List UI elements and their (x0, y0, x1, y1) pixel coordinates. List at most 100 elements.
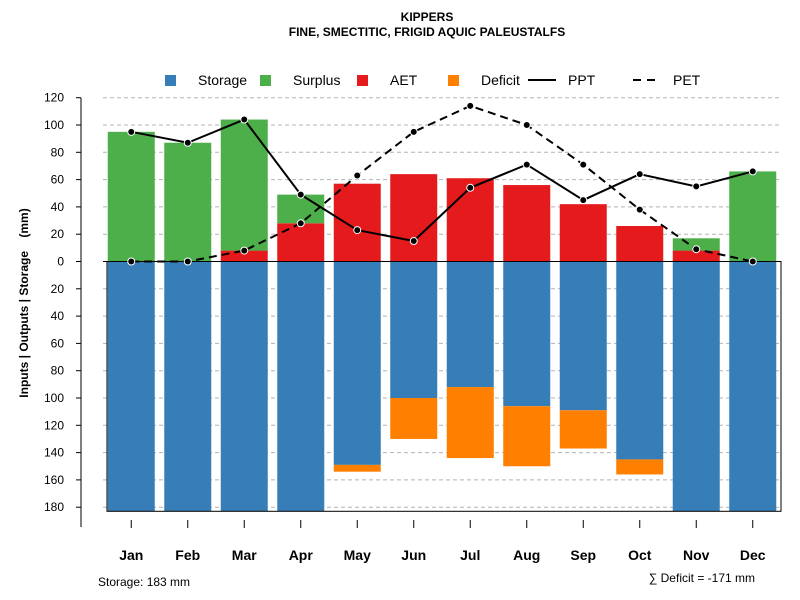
y-tick-label: 80 (51, 145, 65, 159)
aet-bar (559, 204, 607, 262)
aet-bar (277, 223, 325, 262)
x-tick-label: Dec (740, 547, 766, 563)
legend-label: PET (673, 72, 701, 88)
pet-point (409, 127, 418, 136)
storage-note: Storage: 183 mm (98, 575, 190, 589)
x-tick-label: Oct (628, 547, 652, 563)
storage-bar (390, 261, 438, 398)
y-tick-label: 140 (44, 446, 64, 460)
aet-bar (616, 226, 664, 262)
ppt-point (353, 226, 362, 235)
x-tick-label: Feb (175, 547, 200, 563)
ppt-point (748, 167, 757, 176)
surplus-bar (220, 119, 268, 251)
storage-bar (277, 261, 325, 512)
y-tick-label: 100 (44, 118, 64, 132)
aet-bar (503, 185, 551, 262)
surplus-bar (164, 142, 212, 262)
x-tick-label: Nov (683, 547, 710, 563)
pet-point (127, 257, 136, 266)
x-tick-label: Apr (289, 547, 314, 563)
pet-point (748, 257, 757, 266)
ppt-point (296, 190, 305, 199)
deficit-bar (333, 464, 381, 472)
legend-swatch (448, 75, 459, 86)
legend-label: PPT (568, 72, 596, 88)
deficit-note: ∑ Deficit = -171 mm (649, 571, 755, 585)
surplus-bar (729, 171, 777, 262)
deficit-bar (559, 410, 607, 449)
storage-bar (446, 261, 494, 388)
grid-lines (103, 97, 781, 508)
legend-swatch (357, 75, 368, 86)
ppt-point (466, 183, 475, 192)
ppt-point (183, 138, 192, 147)
y-axis-label: Inputs | Outputs | Storage (mm) (17, 208, 31, 397)
aet-bar (390, 174, 438, 262)
y-tick-label: 60 (51, 173, 65, 187)
ppt-point (692, 182, 701, 191)
y-tick-label: 40 (51, 309, 65, 323)
ppt-point (127, 127, 136, 136)
x-tick-label: Jun (401, 547, 426, 563)
legend-label: Storage (198, 72, 247, 88)
aet-bar (220, 250, 268, 262)
x-tick-label: May (344, 547, 371, 563)
pet-point (296, 219, 305, 228)
pet-point (522, 121, 531, 129)
ppt-point (579, 196, 588, 205)
pet-point (353, 171, 362, 180)
storage-bar (559, 261, 607, 411)
x-tick-label: Jan (119, 547, 143, 563)
y-tick-label: 0 (57, 255, 64, 269)
surplus-bar (107, 131, 155, 262)
pet-point (466, 101, 475, 110)
chart-subtitle: FINE, SMECTITIC, FRIGID AQUIC PALEUSTALF… (289, 25, 565, 39)
legend-swatch (260, 75, 271, 86)
aet-bar (333, 183, 381, 262)
y-tick-label: 80 (51, 364, 65, 378)
ppt-point (409, 237, 418, 246)
storage-bar (616, 261, 664, 460)
legend-label: Deficit (481, 72, 520, 88)
ppt-line (131, 118, 754, 243)
series-lines (127, 101, 757, 266)
y-tick-label: 20 (51, 227, 65, 241)
y-tick-label: 40 (51, 200, 65, 214)
y-tick-label: 100 (44, 391, 64, 405)
legend: Storage Surplus AET Deficit PPT PET (165, 72, 701, 88)
x-tick-label: Mar (232, 547, 257, 563)
pet-line (131, 104, 753, 263)
y-tick-label: 180 (44, 500, 64, 514)
pet-point (635, 205, 644, 214)
deficit-bar (503, 406, 551, 467)
bars (106, 119, 782, 512)
pet-point (240, 246, 249, 255)
legend-label: AET (390, 72, 418, 88)
deficit-bar (616, 459, 664, 475)
legend-swatch (165, 75, 176, 86)
ppt-point (240, 115, 249, 124)
axes: 120 100 80 60 40 20 0 20 40 60 80 100 120 140 160 180 Ja… (44, 91, 781, 563)
storage-bar (220, 261, 268, 512)
aet-bar (672, 250, 720, 262)
deficit-bar (390, 398, 438, 439)
storage-bar (729, 261, 777, 512)
pet-point (183, 257, 192, 266)
x-tick-label: Jul (460, 547, 480, 563)
ppt-point (635, 170, 644, 179)
y-tick-label: 160 (44, 473, 64, 487)
y-tick-label: 120 (44, 91, 64, 105)
y-tick-label: 60 (51, 336, 65, 350)
ppt-point (522, 160, 531, 169)
legend-label: Surplus (293, 72, 340, 88)
chart-title: KIPPERS (401, 10, 454, 24)
deficit-bar (446, 387, 494, 459)
pet-point (692, 245, 701, 254)
storage-bar (164, 261, 212, 512)
x-tick-label: Sep (570, 547, 596, 563)
storage-bar (503, 261, 551, 407)
storage-bar (333, 261, 381, 465)
storage-bar (672, 261, 720, 512)
